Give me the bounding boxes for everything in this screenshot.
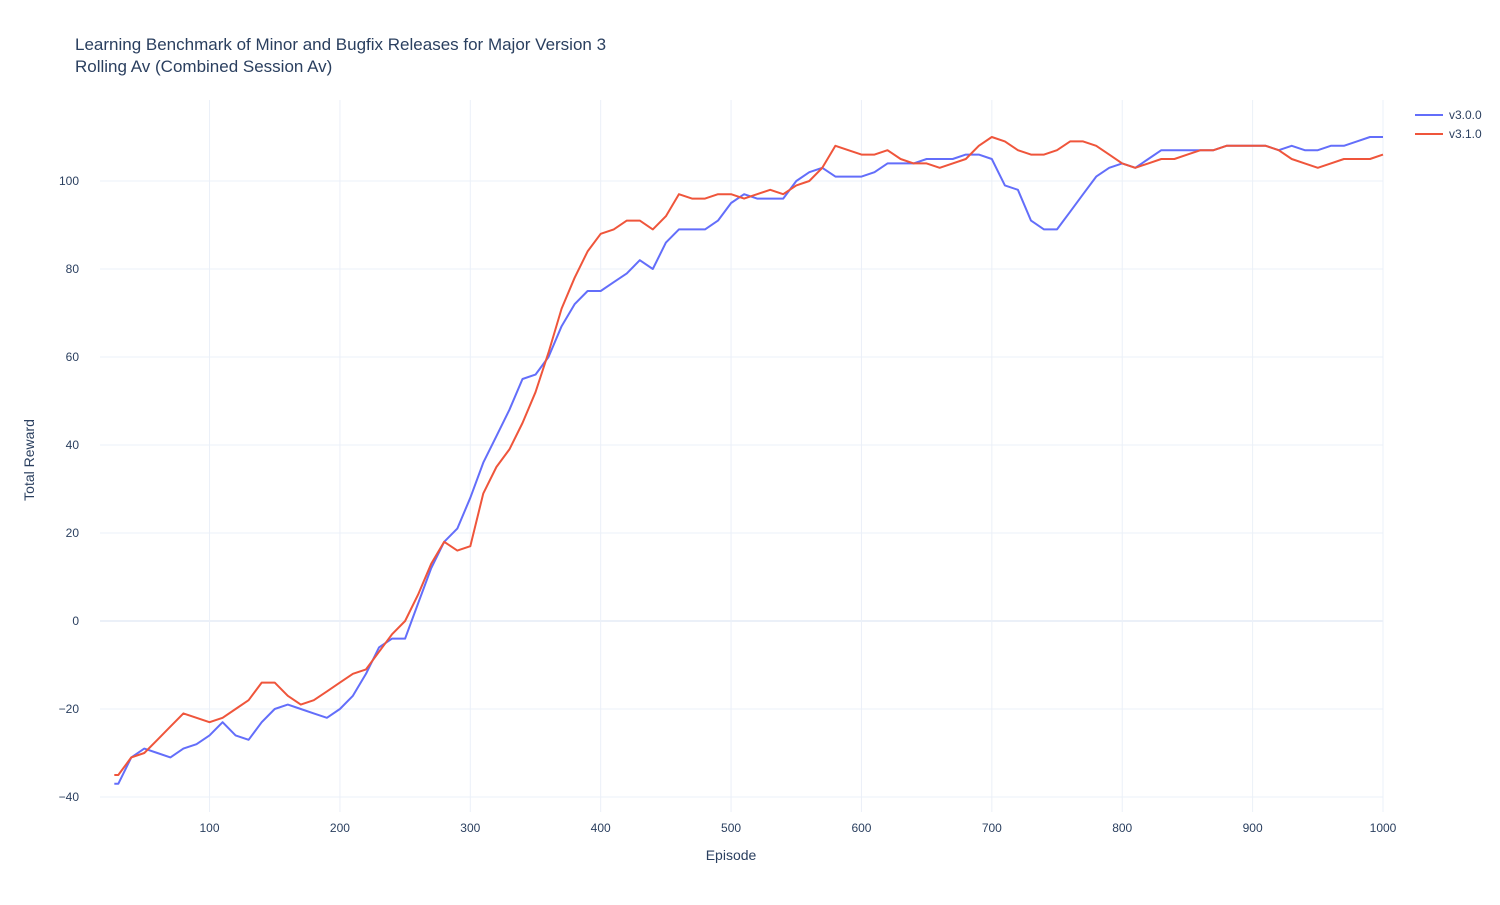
y-tick-label: 0 [72, 614, 79, 628]
y-tick-label: 40 [66, 438, 80, 452]
y-tick-label: 60 [66, 350, 80, 364]
x-tick-label: 800 [1112, 821, 1132, 835]
y-tick-label: −20 [59, 702, 80, 716]
x-axis-title: Episode [706, 847, 757, 863]
y-tick-label: 20 [66, 526, 80, 540]
y-tick-label: 100 [59, 174, 79, 188]
x-tick-label: 700 [982, 821, 1002, 835]
chart-subtitle: Rolling Av (Combined Session Av) [75, 57, 332, 76]
series-line [114, 136, 1383, 785]
x-tick-label: 1000 [1370, 821, 1397, 835]
legend-label: v3.1.0 [1449, 127, 1482, 141]
x-tick-label: 400 [591, 821, 611, 835]
y-tick-label: 80 [66, 262, 80, 276]
x-tick-label: 600 [851, 821, 871, 835]
x-tick-label: 100 [200, 821, 220, 835]
x-tick-label: 300 [460, 821, 480, 835]
series-line [114, 136, 1384, 776]
y-tick-label: −40 [59, 790, 80, 804]
legend-label: v3.0.0 [1449, 108, 1482, 122]
x-tick-label: 500 [721, 821, 741, 835]
y-axis-title: Total Reward [21, 419, 37, 501]
chart-title: Learning Benchmark of Minor and Bugfix R… [75, 35, 606, 54]
x-tick-label: 900 [1243, 821, 1263, 835]
x-tick-label: 200 [330, 821, 350, 835]
